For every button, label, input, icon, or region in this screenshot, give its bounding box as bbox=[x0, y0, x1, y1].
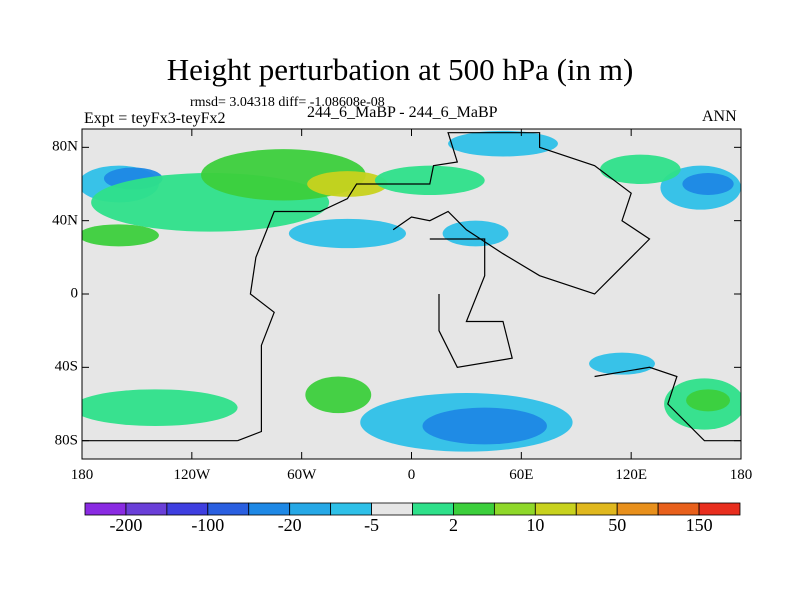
colorbar-swatch-2 bbox=[166, 502, 209, 516]
colorbar-label-7: 150 bbox=[685, 515, 713, 535]
x-tick-label-6: 180 bbox=[729, 467, 753, 483]
y-tick-label-2: 0 bbox=[70, 285, 79, 302]
colorbar-label-3: -5 bbox=[364, 515, 380, 535]
anomaly-region-6 bbox=[442, 220, 509, 247]
anomaly-region-12 bbox=[600, 154, 681, 184]
colorbar-swatch-11 bbox=[534, 502, 577, 516]
colorbar-swatch-3 bbox=[207, 502, 250, 516]
colorbar-swatch-15 bbox=[698, 502, 741, 516]
anomaly-region-9 bbox=[307, 171, 388, 197]
land-outline-3 bbox=[594, 366, 741, 442]
colorbar-swatch-13 bbox=[616, 502, 659, 516]
x-tick-label-5: 120E bbox=[615, 467, 647, 483]
colorbar-label-2: -20 bbox=[277, 515, 302, 535]
x-tick-label-2: 60W bbox=[287, 467, 317, 483]
axis-ticks bbox=[81, 129, 742, 459]
anomaly-region-14 bbox=[422, 407, 547, 445]
x-tick-label-0: 180 bbox=[70, 467, 94, 483]
anomaly-region-15 bbox=[82, 389, 238, 426]
colorbar-swatch-1 bbox=[125, 502, 168, 516]
anomaly-region-10 bbox=[82, 224, 159, 247]
anomaly-region-3 bbox=[682, 173, 734, 195]
colorbar-label-1: -100 bbox=[191, 515, 225, 535]
colorbar-swatch-9 bbox=[453, 502, 495, 516]
land-outlines bbox=[82, 132, 741, 442]
colorbar-swatch-4 bbox=[248, 502, 291, 516]
colorbar-swatch-0 bbox=[84, 502, 127, 516]
colorbar-swatch-8 bbox=[412, 502, 454, 516]
x-tick-label-3: 0 bbox=[407, 467, 416, 483]
anomaly-region-18 bbox=[686, 389, 731, 412]
chart-title: Height perturbation at 500 hPa (in m) bbox=[166, 52, 634, 87]
anomaly-region-16 bbox=[305, 376, 372, 414]
stats-line: rmsd= 3.04318 diff= -1.08608e-08 bbox=[190, 95, 385, 110]
anomaly-region-5 bbox=[288, 218, 407, 249]
y-tick-label-1: 40N bbox=[52, 212, 78, 229]
colorbar-label-6: 50 bbox=[608, 515, 627, 535]
colorbar-label-4: 2 bbox=[448, 515, 458, 535]
y-tick-label-3: 40S bbox=[54, 358, 78, 375]
land-outline-1 bbox=[237, 132, 651, 442]
experiment-label: Expt = teyFx3-teyFx2 bbox=[84, 110, 226, 127]
colorbar bbox=[84, 502, 741, 516]
colorbar-swatch-14 bbox=[657, 502, 700, 516]
colorbar-swatch-5 bbox=[289, 502, 332, 516]
y-tick-label-4: 80S bbox=[54, 432, 78, 449]
run-label: 244_6_MaBP - 244_6_MaBP bbox=[307, 104, 498, 121]
anomaly-region-11 bbox=[374, 165, 485, 195]
colorbar-swatch-10 bbox=[493, 502, 536, 516]
y-tick-label-0: 80N bbox=[52, 138, 78, 155]
colorbar-swatch-6 bbox=[330, 502, 372, 516]
colorbar-label-5: 10 bbox=[526, 515, 545, 535]
season-label: ANN bbox=[702, 108, 737, 125]
colorbar-label-0: -200 bbox=[109, 515, 143, 535]
anomaly-regions bbox=[82, 130, 741, 452]
colorbar-swatch-12 bbox=[575, 502, 618, 516]
x-tick-label-4: 60E bbox=[509, 467, 534, 483]
land-outline-2 bbox=[429, 238, 513, 368]
anomaly-region-4 bbox=[448, 130, 558, 157]
x-tick-label-1: 120W bbox=[173, 467, 211, 483]
colorbar-swatch-7 bbox=[371, 502, 413, 516]
